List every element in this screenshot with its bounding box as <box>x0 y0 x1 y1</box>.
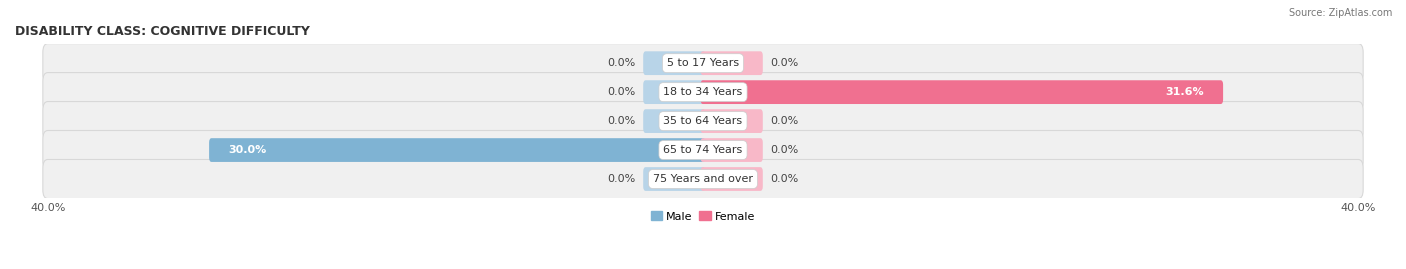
FancyBboxPatch shape <box>700 138 763 162</box>
FancyBboxPatch shape <box>643 109 706 133</box>
Text: 0.0%: 0.0% <box>770 116 799 126</box>
FancyBboxPatch shape <box>700 80 1223 104</box>
Text: 0.0%: 0.0% <box>607 87 636 97</box>
Text: 18 to 34 Years: 18 to 34 Years <box>664 87 742 97</box>
Text: 0.0%: 0.0% <box>607 174 636 184</box>
Text: 0.0%: 0.0% <box>770 58 799 68</box>
FancyBboxPatch shape <box>643 167 706 191</box>
Text: 75 Years and over: 75 Years and over <box>652 174 754 184</box>
Text: 0.0%: 0.0% <box>770 174 799 184</box>
Legend: Male, Female: Male, Female <box>647 207 759 226</box>
Text: DISABILITY CLASS: COGNITIVE DIFFICULTY: DISABILITY CLASS: COGNITIVE DIFFICULTY <box>15 25 309 38</box>
Text: 0.0%: 0.0% <box>607 116 636 126</box>
Text: 65 to 74 Years: 65 to 74 Years <box>664 145 742 155</box>
Text: 0.0%: 0.0% <box>607 58 636 68</box>
FancyBboxPatch shape <box>42 130 1364 170</box>
FancyBboxPatch shape <box>209 138 706 162</box>
Text: 5 to 17 Years: 5 to 17 Years <box>666 58 740 68</box>
FancyBboxPatch shape <box>643 51 706 75</box>
Text: 30.0%: 30.0% <box>228 145 266 155</box>
FancyBboxPatch shape <box>42 73 1364 112</box>
FancyBboxPatch shape <box>42 102 1364 141</box>
FancyBboxPatch shape <box>42 44 1364 83</box>
FancyBboxPatch shape <box>42 160 1364 199</box>
Text: Source: ZipAtlas.com: Source: ZipAtlas.com <box>1288 8 1392 18</box>
FancyBboxPatch shape <box>700 51 763 75</box>
FancyBboxPatch shape <box>700 167 763 191</box>
FancyBboxPatch shape <box>643 80 706 104</box>
Text: 31.6%: 31.6% <box>1166 87 1205 97</box>
Text: 35 to 64 Years: 35 to 64 Years <box>664 116 742 126</box>
FancyBboxPatch shape <box>700 109 763 133</box>
Text: 0.0%: 0.0% <box>770 145 799 155</box>
